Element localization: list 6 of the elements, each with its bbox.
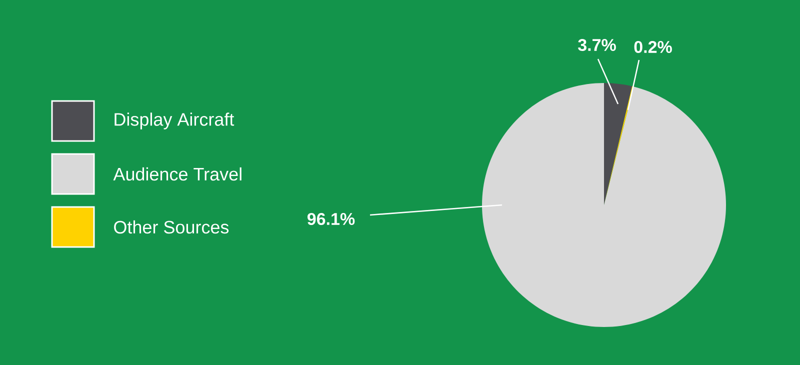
data-label: 3.7% [578, 38, 616, 52]
data-label: 96.1% [308, 212, 355, 226]
legend-label: Display Aircraft [114, 112, 234, 130]
legend-label: Audience Travel [113, 167, 242, 181]
legend-label: Other Sources [114, 220, 229, 234]
data-label: 0.2% [634, 40, 672, 54]
